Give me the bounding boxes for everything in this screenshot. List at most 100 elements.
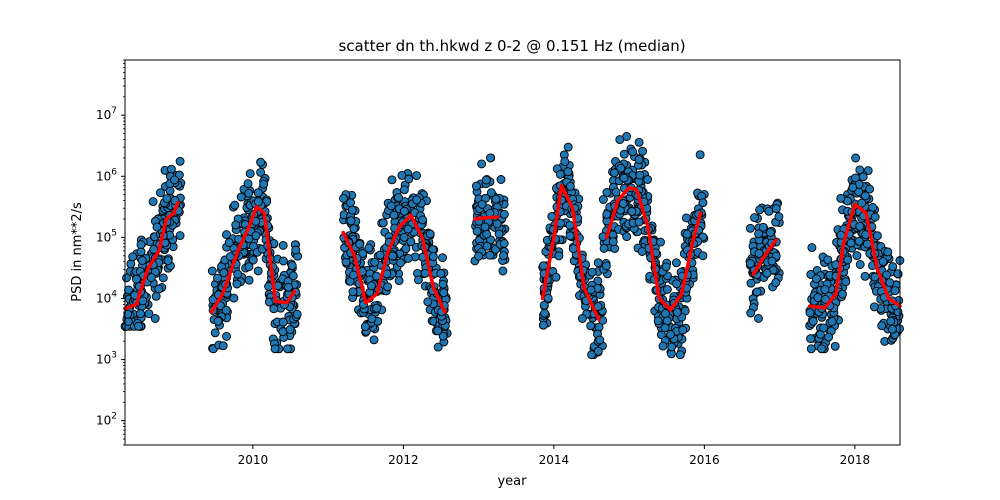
scatter-point (746, 278, 756, 288)
median-line (540, 183, 601, 322)
scatter-point (413, 275, 423, 285)
scatter-point (846, 238, 856, 248)
scatter-point (883, 247, 893, 257)
scatter-point (587, 267, 597, 277)
scatter-point (264, 282, 274, 291)
y-axis-ticks: 102 103 104 105 106 107 (96, 59, 125, 446)
scatter-point (210, 328, 220, 338)
scatter-point (661, 262, 671, 272)
scatter-point (156, 188, 165, 198)
scatter-point (813, 293, 823, 303)
scatter-point (855, 260, 865, 269)
y-tick-label: 102 (96, 412, 117, 428)
scatter-point (499, 251, 508, 261)
scatter-point (256, 157, 266, 167)
scatter-point (851, 153, 861, 163)
scatter-point (602, 188, 612, 197)
scatter-point (672, 279, 682, 289)
scatter-point (283, 282, 293, 292)
scatter-point (746, 308, 756, 318)
scatter-point (436, 269, 446, 278)
scatter-point (278, 317, 288, 327)
scatter-point (893, 269, 903, 279)
scatter-point (224, 238, 234, 247)
scatter-point (134, 321, 143, 331)
scatter-point (634, 137, 644, 147)
scatter-point (151, 291, 161, 301)
scatter-point (565, 231, 575, 241)
scatter-point (830, 341, 840, 351)
scatter-point (222, 331, 231, 341)
scatter-point (565, 220, 575, 230)
scatter-point (472, 226, 482, 236)
scatter-point (175, 231, 185, 241)
scatter-point (539, 261, 548, 271)
scatter-point (166, 164, 176, 174)
scatter-point (681, 213, 691, 223)
scatter-point (481, 175, 491, 185)
scatter-point (836, 193, 846, 203)
scatter-point (611, 187, 621, 197)
scatter-point (827, 317, 837, 327)
scatter-point (270, 344, 280, 354)
median-lines (123, 183, 902, 322)
scatter-point (136, 309, 145, 319)
median-line (807, 202, 902, 310)
scatter-point (213, 316, 223, 326)
scatter-point (634, 217, 644, 227)
scatter-point (547, 212, 557, 221)
scatter-point (401, 244, 411, 254)
scatter-point (890, 286, 900, 296)
y-tick-label: 106 (96, 167, 117, 183)
scatter-point (771, 278, 781, 288)
scatter-point (682, 229, 692, 239)
x-tick-label: 2014 (539, 453, 570, 467)
scatter-point (243, 179, 253, 189)
scatter-point (346, 216, 356, 226)
scatter-point (259, 179, 269, 189)
scatter-point (348, 287, 358, 297)
scatter-point (643, 175, 653, 184)
scatter-point (278, 256, 288, 266)
y-tick-label: 105 (96, 228, 117, 244)
y-tick-label: 107 (96, 106, 117, 122)
scatter-point (123, 309, 133, 319)
scatter-point (577, 314, 587, 323)
median-line (604, 185, 703, 312)
scatter-point (221, 305, 231, 315)
scatter-point (397, 170, 407, 180)
scatter-point (132, 274, 141, 284)
scatter-point (346, 198, 356, 208)
scatter-point (158, 273, 168, 283)
scatter-point (150, 314, 160, 323)
median-line (123, 200, 180, 311)
scatter-point (136, 240, 146, 250)
scatter-point (662, 284, 672, 294)
scatter-point (428, 252, 438, 262)
y-tick-label: 103 (96, 351, 117, 367)
scatter-point (425, 229, 435, 239)
scatter-point (387, 175, 397, 185)
scatter-point (439, 288, 449, 298)
scatter-point (754, 229, 764, 239)
scatter-point (128, 252, 138, 262)
scatter-point (838, 289, 847, 299)
scatter-point (634, 155, 644, 164)
chart-title: scatter dn th.hkwd z 0-2 @ 0.151 Hz (med… (338, 37, 685, 55)
scatter-point (236, 192, 246, 202)
scatter-point (364, 243, 374, 253)
scatter-point (540, 308, 550, 318)
scatter-point (551, 272, 561, 282)
scatter-point (819, 323, 829, 333)
scatter-point (498, 266, 508, 276)
scatter-point (695, 150, 705, 160)
scatter-point (412, 171, 421, 181)
scatter-point (245, 169, 255, 179)
scatter-point (244, 262, 254, 272)
scatter-point (857, 198, 867, 208)
scatter-point (499, 239, 509, 248)
scatter-point (878, 257, 888, 267)
scatter-point (287, 261, 297, 271)
scatter-point (762, 268, 772, 278)
scatter-point (675, 350, 685, 360)
